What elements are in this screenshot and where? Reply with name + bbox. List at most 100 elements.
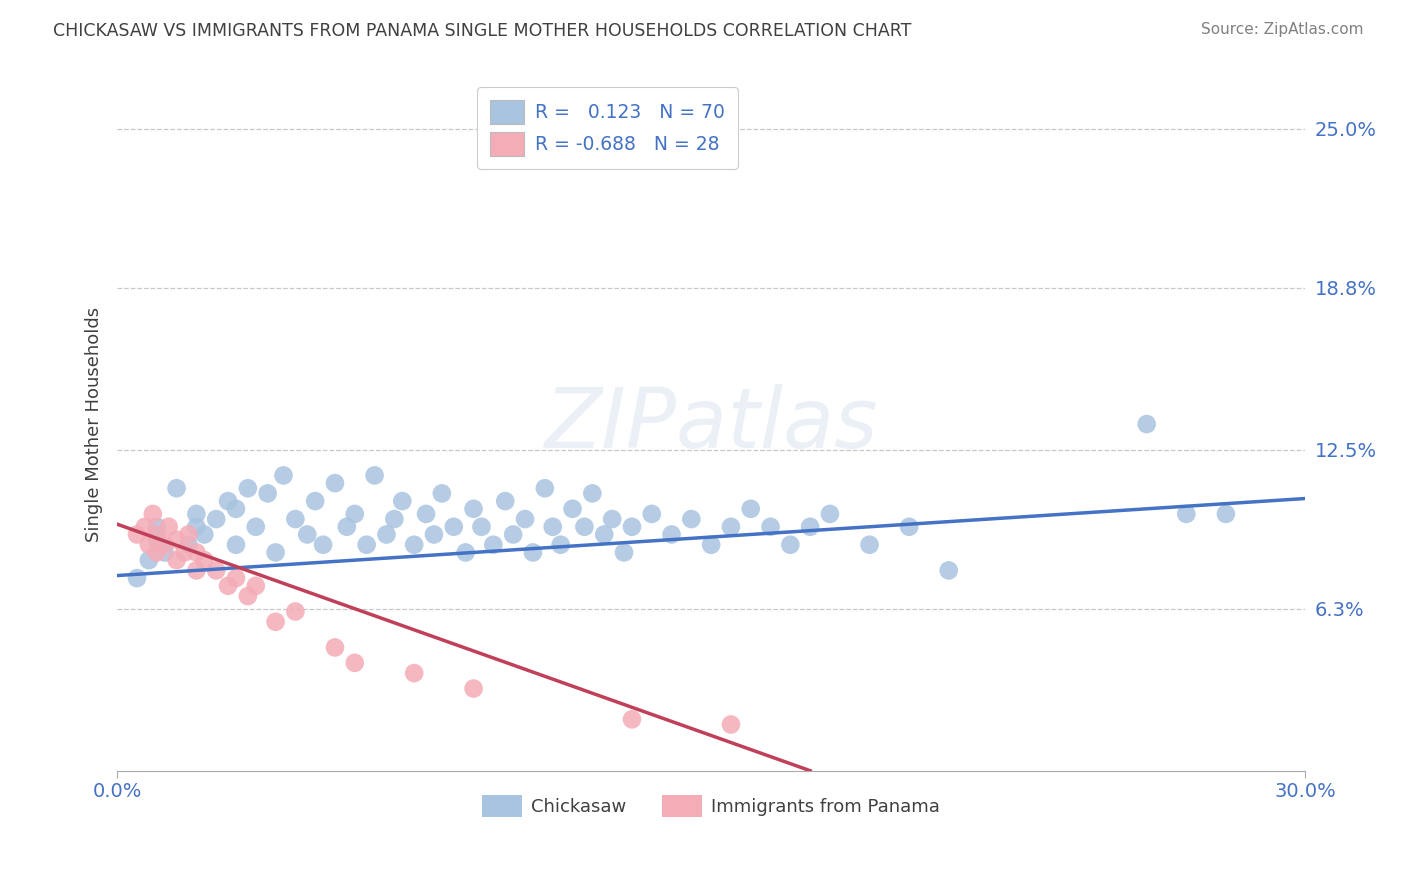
Point: [153, 538, 176, 552]
Point: [415, 507, 437, 521]
Point: [363, 468, 385, 483]
Point: [423, 527, 446, 541]
Point: [561, 501, 583, 516]
Point: [125, 527, 148, 541]
Point: [430, 486, 453, 500]
Point: [404, 538, 426, 552]
Point: [245, 579, 267, 593]
Point: [1215, 507, 1237, 521]
Point: [818, 507, 841, 521]
Point: [454, 545, 477, 559]
Point: [494, 494, 516, 508]
Point: [193, 553, 215, 567]
Point: [177, 527, 200, 541]
Point: [720, 717, 742, 731]
Point: [284, 512, 307, 526]
Point: [700, 538, 723, 552]
Point: [304, 494, 326, 508]
Point: [1175, 507, 1198, 521]
Point: [236, 481, 259, 495]
Point: [225, 501, 247, 516]
Point: [146, 545, 169, 559]
Point: [404, 666, 426, 681]
Point: [312, 538, 335, 552]
Point: [513, 512, 536, 526]
Point: [193, 527, 215, 541]
Point: [273, 468, 295, 483]
Point: [225, 538, 247, 552]
Point: [343, 507, 366, 521]
Point: [343, 656, 366, 670]
Point: [225, 571, 247, 585]
Point: [186, 520, 208, 534]
Point: [463, 681, 485, 696]
Point: [256, 486, 278, 500]
Point: [858, 538, 880, 552]
Point: [356, 538, 378, 552]
Point: [217, 494, 239, 508]
Point: [166, 553, 188, 567]
Point: [522, 545, 544, 559]
Point: [593, 527, 616, 541]
Point: [134, 520, 156, 534]
Point: [186, 563, 208, 577]
Point: [146, 533, 169, 547]
Y-axis label: Single Mother Households: Single Mother Households: [86, 307, 103, 541]
Point: [217, 579, 239, 593]
Point: [534, 481, 557, 495]
Point: [186, 507, 208, 521]
Point: [661, 527, 683, 541]
Point: [759, 520, 782, 534]
Point: [186, 545, 208, 559]
Point: [264, 545, 287, 559]
Point: [613, 545, 636, 559]
Point: [153, 545, 176, 559]
Point: [541, 520, 564, 534]
Point: [1136, 417, 1159, 431]
Point: [779, 538, 801, 552]
Point: [898, 520, 921, 534]
Point: [600, 512, 623, 526]
Point: [720, 520, 742, 534]
Point: [205, 512, 228, 526]
Point: [938, 563, 960, 577]
Point: [245, 520, 267, 534]
Point: [142, 507, 165, 521]
Point: [443, 520, 465, 534]
Point: [482, 538, 505, 552]
Point: [323, 640, 346, 655]
Point: [799, 520, 821, 534]
Point: [236, 589, 259, 603]
Point: [581, 486, 603, 500]
Point: [146, 520, 169, 534]
Point: [157, 520, 180, 534]
Point: [681, 512, 703, 526]
Point: [146, 527, 169, 541]
Point: [166, 481, 188, 495]
Point: [323, 476, 346, 491]
Point: [740, 501, 762, 516]
Point: [125, 571, 148, 585]
Text: ZIPatlas: ZIPatlas: [544, 384, 877, 465]
Point: [297, 527, 319, 541]
Point: [205, 563, 228, 577]
Point: [574, 520, 596, 534]
Point: [375, 527, 398, 541]
Point: [177, 538, 200, 552]
Legend: Chickasaw, Immigrants from Panama: Chickasaw, Immigrants from Panama: [475, 788, 948, 824]
Point: [264, 615, 287, 629]
Text: CHICKASAW VS IMMIGRANTS FROM PANAMA SINGLE MOTHER HOUSEHOLDS CORRELATION CHART: CHICKASAW VS IMMIGRANTS FROM PANAMA SING…: [53, 22, 912, 40]
Point: [138, 553, 160, 567]
Point: [382, 512, 405, 526]
Point: [166, 533, 188, 547]
Point: [620, 712, 643, 726]
Point: [620, 520, 643, 534]
Point: [391, 494, 413, 508]
Point: [470, 520, 492, 534]
Text: Source: ZipAtlas.com: Source: ZipAtlas.com: [1201, 22, 1364, 37]
Point: [463, 501, 485, 516]
Point: [138, 538, 160, 552]
Point: [284, 605, 307, 619]
Point: [502, 527, 524, 541]
Point: [336, 520, 359, 534]
